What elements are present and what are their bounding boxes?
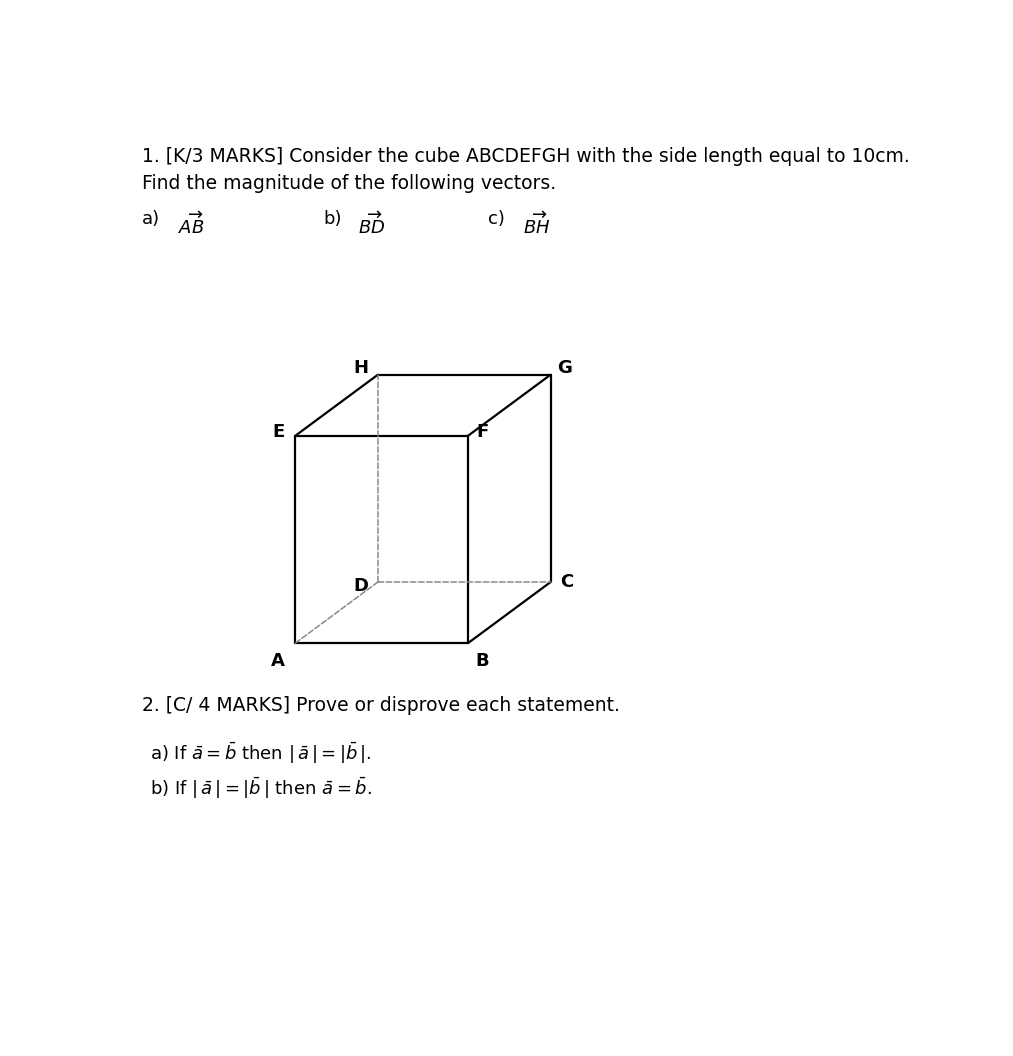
Text: $\overrightarrow{BH}$: $\overrightarrow{BH}$	[523, 211, 550, 239]
Text: F: F	[476, 422, 488, 440]
Text: H: H	[354, 359, 368, 377]
Text: a): a)	[142, 210, 160, 228]
Text: 2. [C/ 4 MARKS] Prove or disprove each statement.: 2. [C/ 4 MARKS] Prove or disprove each s…	[142, 696, 620, 715]
Text: 1. [K/3 MARKS] Consider the cube ABCDEFGH with the side length equal to 10cm.: 1. [K/3 MARKS] Consider the cube ABCDEFG…	[142, 147, 910, 166]
Text: D: D	[354, 578, 368, 596]
Text: $\overrightarrow{BD}$: $\overrightarrow{BD}$	[359, 211, 386, 239]
Text: $\overrightarrow{AB}$: $\overrightarrow{AB}$	[177, 211, 205, 239]
Text: B: B	[475, 652, 489, 670]
Text: C: C	[559, 573, 573, 591]
Text: E: E	[272, 422, 285, 440]
Text: G: G	[557, 359, 572, 377]
Text: Find the magnitude of the following vectors.: Find the magnitude of the following vect…	[142, 174, 556, 193]
Text: c): c)	[488, 210, 504, 228]
Text: a) If $\bar{a} = \bar{b}$ then $|\,\bar{a}\,| = |\bar{b}\,|$.: a) If $\bar{a} = \bar{b}$ then $|\,\bar{…	[150, 740, 372, 767]
Text: A: A	[271, 652, 285, 670]
Text: b) If $|\,\bar{a}\,| = |\bar{b}\,|$ then $\bar{a} = \bar{b}$.: b) If $|\,\bar{a}\,| = |\bar{b}\,|$ then…	[150, 775, 372, 802]
Text: b): b)	[323, 210, 341, 228]
